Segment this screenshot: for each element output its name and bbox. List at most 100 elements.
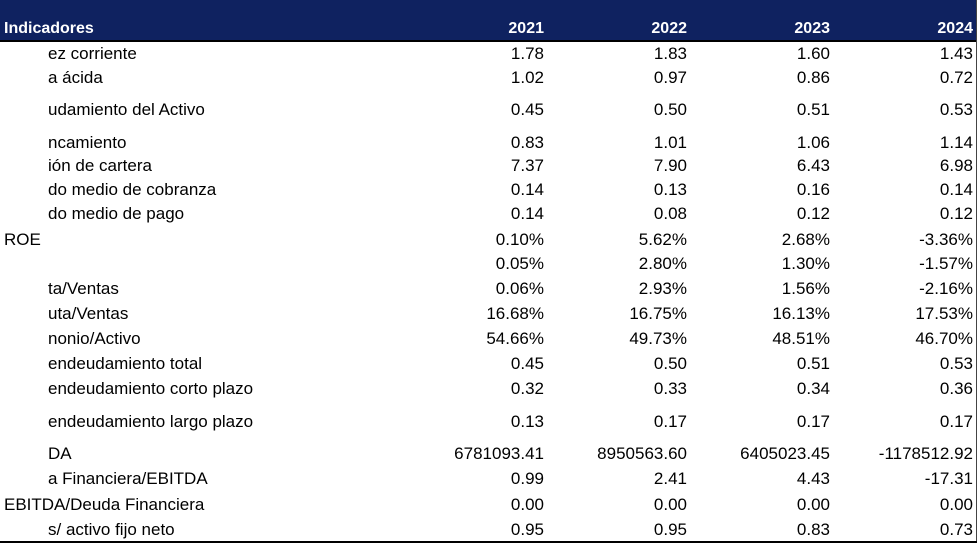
cell-2024[interactable]: -3.36% <box>919 230 973 249</box>
cell-2023[interactable]: 1.56% <box>781 279 830 298</box>
cell-2024[interactable]: 0.72 <box>939 68 973 87</box>
row-label[interactable]: udamiento del Activo <box>48 100 205 119</box>
cell-2024[interactable]: 6.98 <box>939 156 973 175</box>
cell-2024[interactable]: 0.17 <box>939 412 973 431</box>
cell-2021[interactable]: 0.06% <box>495 279 544 298</box>
cell-2023[interactable]: 0.34 <box>796 379 830 398</box>
cell-2022[interactable]: 0.08 <box>653 204 687 223</box>
cell-2024[interactable]: 0.12 <box>939 204 973 223</box>
cell-2023[interactable]: 0.51 <box>796 354 830 373</box>
cell-2022[interactable]: 2.41 <box>653 469 687 488</box>
row-label[interactable]: endeudamiento largo plazo <box>48 412 254 431</box>
cell-2022[interactable]: 0.00 <box>653 495 687 514</box>
row-label[interactable]: nonio/Activo <box>48 329 141 348</box>
cell-2024[interactable]: 17.53% <box>915 304 973 323</box>
cell-2021[interactable]: 1.02 <box>510 68 544 87</box>
cell-2024[interactable]: -1178512.92 <box>878 444 973 463</box>
cell-2023[interactable]: 1.30% <box>781 254 830 273</box>
cell-2022[interactable]: 0.13 <box>653 180 687 199</box>
cell-2021[interactable]: 0.13 <box>510 412 544 431</box>
cell-2024[interactable]: 0.73 <box>939 520 973 539</box>
cell-2024[interactable]: -17.31 <box>924 469 973 488</box>
cell-2022[interactable]: 8950563.60 <box>597 444 687 463</box>
cell-2021[interactable]: 54.66% <box>486 329 544 348</box>
cell-2022[interactable]: 7.90 <box>653 156 687 175</box>
cell-2022[interactable]: 0.50 <box>653 354 687 373</box>
cell-2023[interactable]: 48.51% <box>772 329 830 348</box>
cell-2022[interactable]: 0.97 <box>653 68 687 87</box>
cell-2023[interactable]: 0.17 <box>796 412 830 431</box>
header-year-2023[interactable]: 2023 <box>794 20 830 37</box>
cell-2021[interactable]: 6781093.41 <box>454 444 544 463</box>
cell-2023[interactable]: 0.16 <box>796 180 830 199</box>
cell-2023[interactable]: 1.06 <box>796 133 830 152</box>
cell-2021[interactable]: 0.32 <box>510 379 544 398</box>
cell-2024[interactable]: 1.43 <box>939 44 973 63</box>
cell-2023[interactable]: 4.43 <box>796 469 830 488</box>
row-label[interactable]: ncamiento <box>48 133 127 152</box>
cell-2022[interactable]: 0.50 <box>653 100 687 119</box>
cell-2022[interactable]: 49.73% <box>629 329 687 348</box>
cell-2023[interactable]: 6405023.45 <box>740 444 830 463</box>
cell-2021[interactable]: 1.78 <box>510 44 544 63</box>
cell-2023[interactable]: 0.00 <box>796 495 830 514</box>
cell-2021[interactable]: 0.83 <box>510 133 544 152</box>
cell-2023[interactable]: 0.83 <box>796 520 830 539</box>
row-label[interactable]: s/ activo fijo neto <box>48 520 175 539</box>
cell-2021[interactable]: 0.45 <box>510 100 544 119</box>
cell-2021[interactable]: 16.68% <box>486 304 544 323</box>
row-label[interactable]: ta/Ventas <box>48 279 119 298</box>
bottom-border <box>0 541 977 543</box>
cell-2021[interactable]: 0.95 <box>510 520 544 539</box>
cell-2022[interactable]: 1.01 <box>653 133 687 152</box>
cell-2022[interactable]: 16.75% <box>629 304 687 323</box>
row-label[interactable]: ión de cartera <box>48 156 152 175</box>
cell-2024[interactable]: 0.36 <box>939 379 973 398</box>
cell-2021[interactable]: 0.14 <box>510 180 544 199</box>
header-year-2022[interactable]: 2022 <box>651 20 687 37</box>
row-label[interactable]: EBITDA/Deuda Financiera <box>4 495 205 514</box>
row-label[interactable]: a ácida <box>48 68 103 87</box>
cell-2023[interactable]: 1.60 <box>796 44 830 63</box>
header-year-2024[interactable]: 2024 <box>937 20 973 37</box>
cell-2021[interactable]: 0.14 <box>510 204 544 223</box>
cell-2021[interactable]: 0.10% <box>495 230 544 249</box>
row-label[interactable]: DA <box>48 444 72 463</box>
header-year-2021[interactable]: 2021 <box>508 20 544 37</box>
cell-2024[interactable]: -2.16% <box>919 279 973 298</box>
header-indicadores[interactable]: Indicadores <box>4 20 94 37</box>
cell-2022[interactable]: 0.33 <box>653 379 687 398</box>
cell-2024[interactable]: 0.53 <box>939 100 973 119</box>
cell-2023[interactable]: 2.68% <box>781 230 830 249</box>
cell-2022[interactable]: 0.17 <box>653 412 687 431</box>
row-label[interactable]: ez corriente <box>48 44 137 63</box>
cell-2024[interactable]: 0.53 <box>939 354 973 373</box>
row-label[interactable]: a Financiera/EBITDA <box>48 469 208 488</box>
cell-2023[interactable]: 6.43 <box>796 156 830 175</box>
cell-2022[interactable]: 0.95 <box>653 520 687 539</box>
cell-2021[interactable]: 0.45 <box>510 354 544 373</box>
cell-2024[interactable]: 0.00 <box>939 495 973 514</box>
row-label[interactable]: do medio de cobranza <box>48 180 217 199</box>
cell-2024[interactable]: -1.57% <box>919 254 973 273</box>
cell-2023[interactable]: 16.13% <box>772 304 830 323</box>
cell-2021[interactable]: 0.99 <box>510 469 544 488</box>
cell-2024[interactable]: 1.14 <box>939 133 973 152</box>
cell-2024[interactable]: 46.70% <box>915 329 973 348</box>
cell-2022[interactable]: 2.93% <box>638 279 687 298</box>
cell-2024[interactable]: 0.14 <box>939 180 973 199</box>
cell-2021[interactable]: 0.05% <box>495 254 544 273</box>
row-label[interactable]: do medio de pago <box>48 204 185 223</box>
cell-2021[interactable]: 0.00 <box>510 495 544 514</box>
row-label[interactable]: endeudamiento total <box>48 354 203 373</box>
cell-2023[interactable]: 0.51 <box>796 100 830 119</box>
row-label[interactable]: endeudamiento corto plazo <box>48 379 254 398</box>
row-label[interactable]: uta/Ventas <box>48 304 129 323</box>
cell-2022[interactable]: 1.83 <box>653 44 687 63</box>
cell-2023[interactable]: 0.86 <box>796 68 830 87</box>
row-label[interactable]: ROE <box>4 230 41 249</box>
cell-2022[interactable]: 2.80% <box>638 254 687 273</box>
cell-2021[interactable]: 7.37 <box>510 156 544 175</box>
cell-2022[interactable]: 5.62% <box>638 230 687 249</box>
cell-2023[interactable]: 0.12 <box>796 204 830 223</box>
